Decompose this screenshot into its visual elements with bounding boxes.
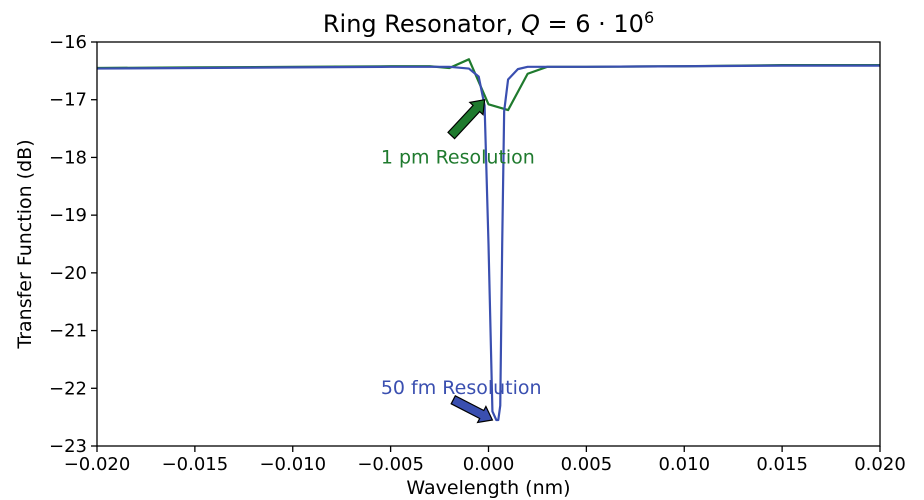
x-tick-label: 0.005	[561, 454, 613, 475]
x-tick-label: 0.020	[854, 454, 906, 475]
title-exponent: 6	[644, 8, 654, 27]
chart-title: Ring Resonator, Q = 6 · 106	[323, 8, 654, 38]
x-tick-label: −0.015	[162, 454, 229, 475]
series-line-50fm	[97, 64, 880, 422]
x-tick-label: −0.020	[64, 454, 131, 475]
y-tick-label: −19	[49, 205, 87, 226]
arrow-50fm	[450, 394, 494, 424]
arrow-1pm	[447, 98, 486, 140]
title-eq: = 6 · 10	[540, 10, 644, 38]
title-q: Q	[521, 10, 540, 38]
x-tick-label: −0.005	[357, 454, 424, 475]
x-axis-label: Wavelength (nm)	[406, 477, 570, 499]
y-tick-label: −22	[49, 378, 87, 399]
x-tick-label: 0.015	[756, 454, 808, 475]
annotation-50fm-label: 50 fm Resolution	[381, 377, 542, 399]
y-tick-label: −18	[49, 147, 87, 168]
x-tick-label: 0.000	[463, 454, 515, 475]
y-tick-label: −17	[49, 90, 87, 111]
annotation-1pm-label: 1 pm Resolution	[381, 146, 535, 168]
y-tick-label: −21	[49, 321, 87, 342]
title-main: Ring Resonator,	[323, 10, 521, 38]
y-tick-label: −20	[49, 263, 87, 284]
y-axis-label: Transfer Function (dB)	[14, 139, 36, 349]
x-tick-label: 0.010	[658, 454, 710, 475]
y-tick-label: −23	[49, 436, 87, 457]
chart-title-text: Ring Resonator, Q = 6 · 106	[323, 8, 654, 38]
y-tick-label: −16	[49, 32, 87, 53]
x-tick-label: −0.010	[259, 454, 326, 475]
